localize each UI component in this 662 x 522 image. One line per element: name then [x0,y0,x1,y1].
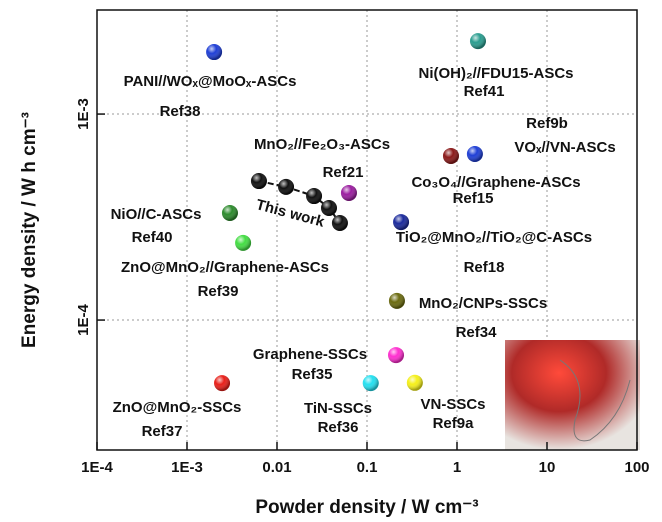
point-label: MnO₂/CNPs-SSCs [419,295,547,312]
point-label: PANI//WOₓ@MoOₓ-ASCs [124,73,297,90]
ref-label: Ref36 [318,419,359,436]
ref-label: Ref39 [198,283,239,300]
point-label: ZnO@MnO₂-SSCs [113,399,242,416]
x-axis-title: Powder density / W cm⁻³ [255,497,478,518]
point [340,184,357,201]
ref-label: Ref38 [160,103,201,120]
y-tick-label: 1E-4 [75,304,92,336]
point-label: MnO₂//Fe₂O₃-ASCs [254,136,390,153]
point-label: ZnO@MnO₂//Graphene-ASCs [121,259,329,276]
point [469,33,486,50]
point [442,147,459,164]
ref-label: Ref35 [292,366,333,383]
x-tick-label: 1E-3 [171,459,203,476]
point [331,214,348,231]
ref-label: Ref9a [433,415,475,432]
point [250,173,267,190]
point-label: TiN-SSCs [304,400,372,417]
ref-label: Ref15 [453,190,494,207]
point [221,204,238,221]
point-label: VOₓ//VN-ASCs [514,139,615,156]
point-label: Ni(OH)₂//FDU15-ASCs [418,65,573,82]
point [206,44,223,61]
point-label: TiO₂@MnO₂//TiO₂@C-ASCs [396,229,592,246]
inset-wire [559,359,631,442]
point [362,375,379,392]
point-label: NiO//C-ASCs [111,206,202,223]
point [306,188,323,205]
y-axis-title: Energy density / W h cm⁻³ [19,112,40,348]
ref-label: Ref37 [142,423,183,440]
x-tick-label: 10 [539,459,556,476]
point [387,347,404,364]
point [388,292,405,309]
ref-label: Ref40 [132,229,173,246]
point-label: Co₃O₄//Graphene-ASCs [411,174,580,191]
ref-label: Ref41 [464,83,505,100]
y-tick-label: 1E-3 [75,98,92,130]
ref-label: Ref9b [526,115,568,132]
point-label: Graphene-SSCs [253,346,367,363]
point [214,375,231,392]
ref-label: Ref21 [323,164,364,181]
inset-photo [505,340,640,450]
ref-label: Ref34 [456,324,498,341]
x-tick-label: 1 [453,459,461,476]
point [278,178,295,195]
x-tick-label: 100 [624,459,649,476]
point [235,234,252,251]
point [466,145,483,162]
ref-label: Ref18 [464,259,505,276]
x-tick-label: 1E-4 [81,459,113,476]
x-tick-label: 0.1 [357,459,378,476]
x-tick-label: 0.01 [262,459,291,476]
point-label: VN-SSCs [420,396,485,413]
point [393,214,410,231]
point [406,374,423,391]
